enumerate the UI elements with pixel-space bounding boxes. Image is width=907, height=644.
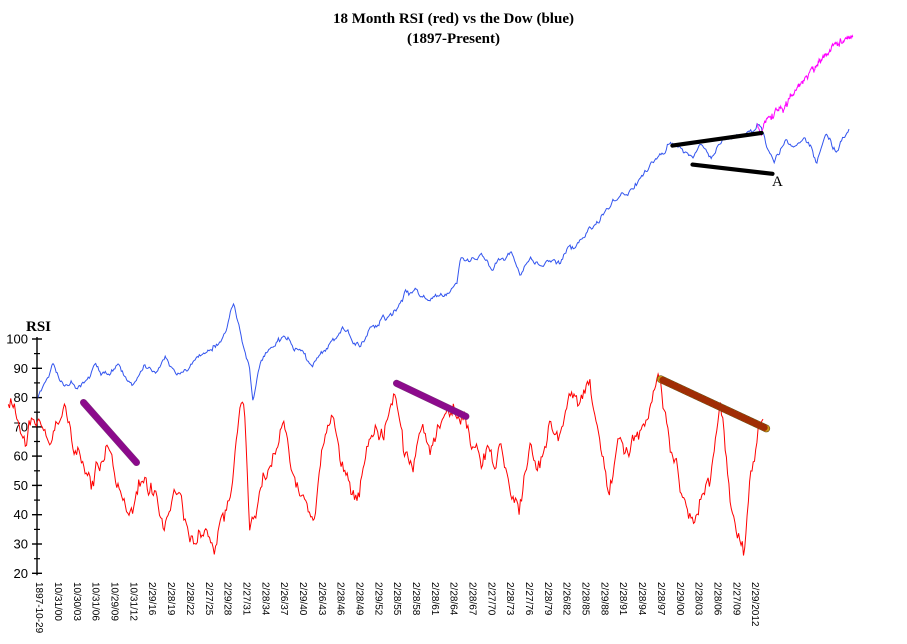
svg-text:10/31/00: 10/31/00 xyxy=(52,582,63,621)
svg-text:2/28/58: 2/28/58 xyxy=(410,582,421,616)
svg-text:2/28/34: 2/28/34 xyxy=(259,582,270,616)
svg-text:50: 50 xyxy=(14,478,28,493)
svg-text:2/26/82: 2/26/82 xyxy=(561,582,572,616)
svg-text:2/28/79: 2/28/79 xyxy=(542,582,553,616)
svg-text:A: A xyxy=(772,174,783,190)
svg-text:80: 80 xyxy=(14,390,28,405)
svg-text:90: 90 xyxy=(14,361,28,376)
svg-text:2/27/09: 2/27/09 xyxy=(730,582,741,616)
svg-text:2/28/03: 2/28/03 xyxy=(693,582,704,616)
svg-text:2/28/73: 2/28/73 xyxy=(504,582,515,616)
svg-text:2/29/52: 2/29/52 xyxy=(372,582,383,616)
svg-text:2/29/2012: 2/29/2012 xyxy=(749,582,760,627)
svg-text:2/28/22: 2/28/22 xyxy=(184,582,195,616)
svg-text:10/30/03: 10/30/03 xyxy=(71,582,82,621)
svg-text:2/26/43: 2/26/43 xyxy=(316,582,327,616)
svg-text:30: 30 xyxy=(14,537,28,552)
svg-text:10/31/06: 10/31/06 xyxy=(90,582,101,621)
svg-text:100: 100 xyxy=(6,332,28,347)
svg-text:2/29/16: 2/29/16 xyxy=(146,582,157,616)
svg-text:2/28/61: 2/28/61 xyxy=(429,582,440,616)
svg-text:40: 40 xyxy=(14,507,28,522)
svg-text:2/28/06: 2/28/06 xyxy=(711,582,722,616)
svg-text:2/29/28: 2/29/28 xyxy=(222,582,233,616)
svg-text:60: 60 xyxy=(14,449,28,464)
svg-text:2/28/19: 2/28/19 xyxy=(165,582,176,616)
svg-text:2/28/55: 2/28/55 xyxy=(391,582,402,616)
svg-text:2/28/85: 2/28/85 xyxy=(580,582,591,616)
svg-text:2/28/49: 2/28/49 xyxy=(354,582,365,616)
svg-text:10/29/09: 10/29/09 xyxy=(109,582,120,621)
svg-text:2/27/31: 2/27/31 xyxy=(240,582,251,616)
svg-text:2/27/76: 2/27/76 xyxy=(523,582,534,616)
svg-text:2/28/64: 2/28/64 xyxy=(448,582,459,616)
svg-text:10/31/12: 10/31/12 xyxy=(127,582,138,621)
svg-text:RSI: RSI xyxy=(26,319,51,335)
svg-text:2/26/37: 2/26/37 xyxy=(278,582,289,616)
svg-text:2/28/94: 2/28/94 xyxy=(636,582,647,616)
svg-text:2/28/46: 2/28/46 xyxy=(335,582,346,616)
svg-text:2/27/25: 2/27/25 xyxy=(203,582,214,616)
svg-text:20: 20 xyxy=(14,566,28,581)
svg-text:2/28/97: 2/28/97 xyxy=(655,582,666,616)
svg-text:2/29/88: 2/29/88 xyxy=(598,582,609,616)
svg-text:2/27/70: 2/27/70 xyxy=(485,582,496,616)
svg-text:2/28/91: 2/28/91 xyxy=(617,582,628,616)
svg-text:2/29/40: 2/29/40 xyxy=(297,582,308,616)
svg-text:2/28/67: 2/28/67 xyxy=(467,582,478,616)
svg-text:1897-10-29: 1897-10-29 xyxy=(33,582,44,634)
svg-text:2/29/00: 2/29/00 xyxy=(674,582,685,616)
